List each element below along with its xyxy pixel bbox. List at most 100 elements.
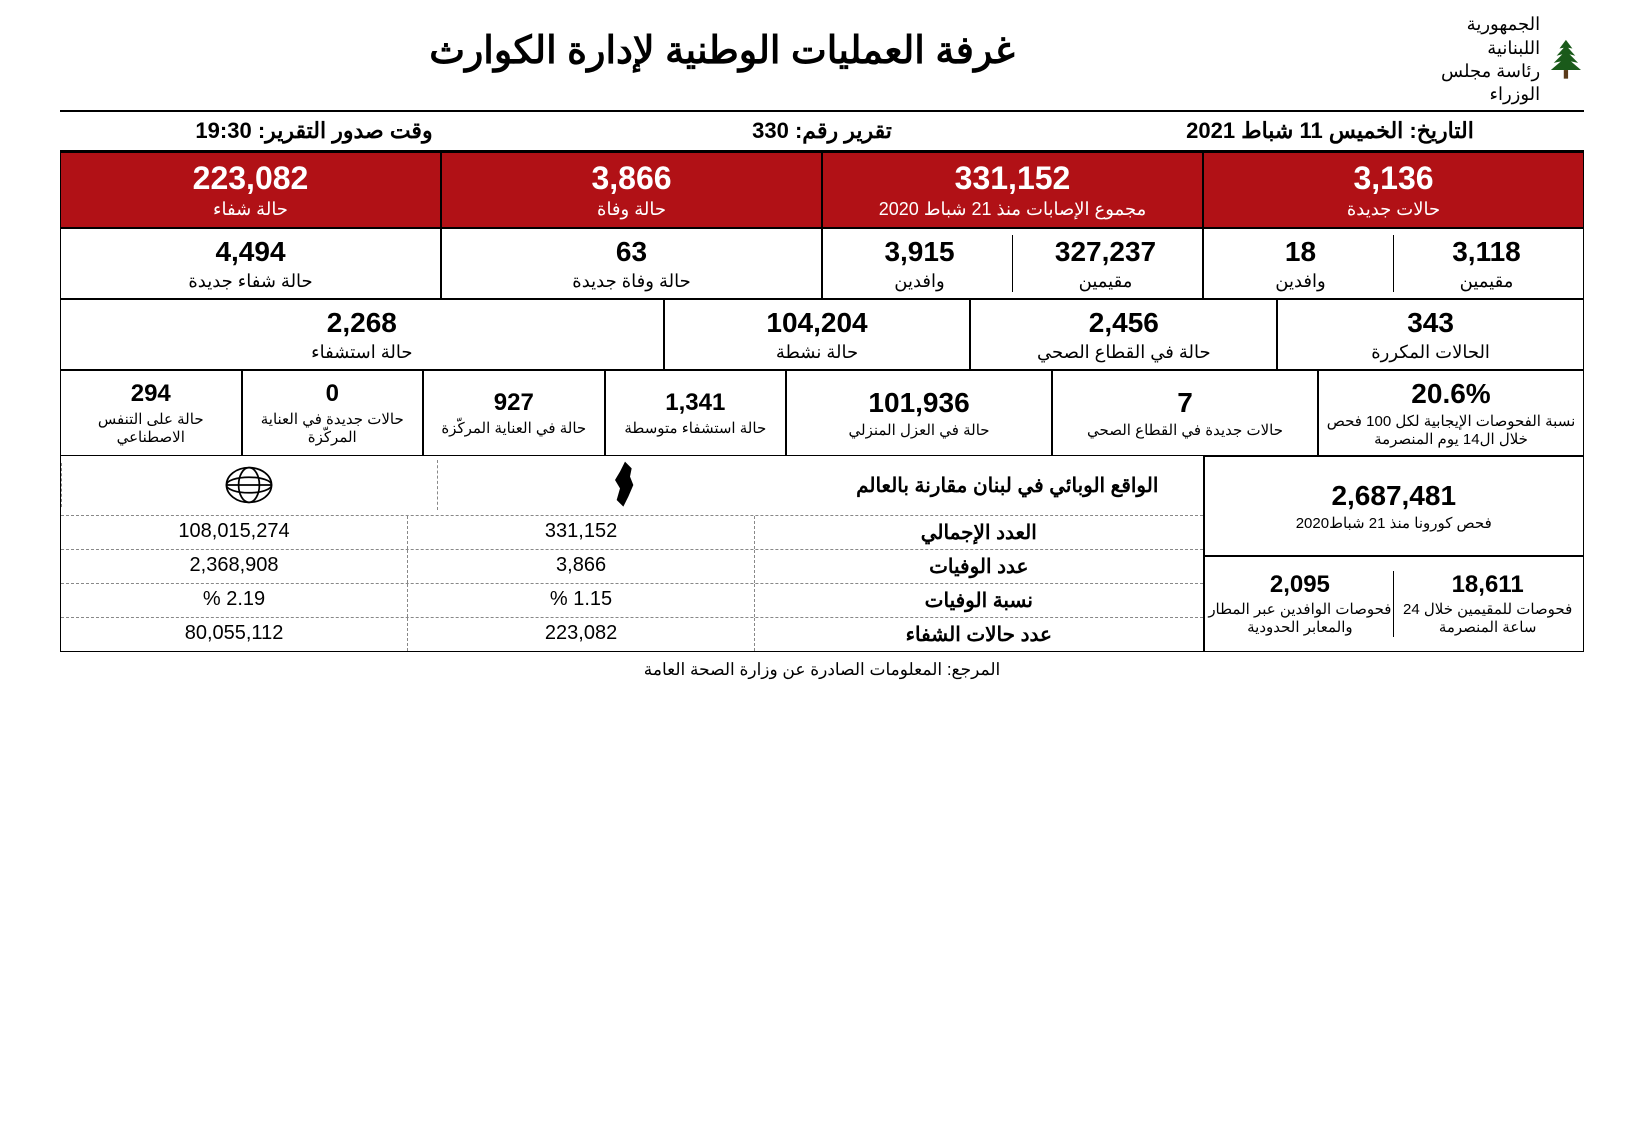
deaths-card: 3,866 حالة وفاة bbox=[441, 152, 822, 228]
world-row-lebanon: 3,866 bbox=[407, 550, 754, 583]
residents-tests-value: 18,611 bbox=[1394, 571, 1581, 600]
total-tests-card: 2,687,481 فحص كورونا منذ 21 شباط2020 bbox=[1204, 456, 1585, 556]
total-arrivals-label: وافدين bbox=[827, 271, 1012, 293]
total-arrivals-value: 3,915 bbox=[827, 235, 1012, 269]
total-cases-card: 331,152 مجموع الإصابات منذ 21 شباط 2020 bbox=[822, 152, 1203, 228]
icu-value: 927 bbox=[428, 389, 600, 418]
new-recovered-label: حالة شفاء جديدة bbox=[65, 271, 436, 293]
deaths-value: 3,866 bbox=[446, 159, 817, 197]
total-residents-value: 327,237 bbox=[1013, 235, 1198, 269]
total-tests-value: 2,687,481 bbox=[1209, 479, 1580, 513]
lebanon-icon-cell bbox=[437, 460, 813, 510]
new-recovered-value: 4,494 bbox=[65, 235, 436, 269]
new-deaths-value: 63 bbox=[446, 235, 817, 269]
arrivals-tests-value: 2,095 bbox=[1207, 571, 1394, 600]
recovered-card: 223,082 حالة شفاء bbox=[60, 152, 441, 228]
world-table-title: الواقع الوبائي في لبنان مقارنة بالعالم bbox=[812, 465, 1203, 506]
report-footer: المرجع: المعلومات الصادرة عن وزارة الصحة… bbox=[60, 660, 1584, 680]
world-table-body: العدد الإجمالي331,152108,015,274عدد الوف… bbox=[61, 516, 1203, 651]
new-icu-label: حالات جديدة في العناية المركّزة bbox=[247, 411, 419, 447]
home-iso-card: 101,936 حالة في العزل المنزلي bbox=[786, 370, 1052, 456]
summary-row-3: 343 الحالات المكررة 2,456 حالة في القطاع… bbox=[60, 299, 1584, 370]
world-table-header: الواقع الوبائي في لبنان مقارنة بالعالم bbox=[61, 456, 1203, 516]
meta-time: وقت صدور التقرير: 19:30 bbox=[60, 112, 568, 150]
new-cases-value: 3,136 bbox=[1208, 159, 1579, 197]
world-row-label: عدد الوفيات bbox=[754, 550, 1202, 583]
new-deaths-card: 63 حالة وفاة جديدة bbox=[441, 228, 822, 299]
gov-line1: الجمهورية اللبنانية bbox=[1414, 13, 1540, 60]
total-cases-label: مجموع الإصابات منذ 21 شباط 2020 bbox=[827, 199, 1198, 221]
report-header: الجمهورية اللبنانية رئاسة مجلس الوزراء غ… bbox=[60, 20, 1584, 100]
ventilator-value: 294 bbox=[65, 380, 237, 409]
repeated-cases-card: 343 الحالات المكررة bbox=[1277, 299, 1584, 370]
world-table-row: عدد الوفيات3,8662,368,908 bbox=[61, 550, 1203, 584]
new-residents-value: 3,118 bbox=[1394, 235, 1579, 269]
total-residents-label: مقيمين bbox=[1013, 271, 1198, 293]
bottom-section: 2,687,481 فحص كورونا منذ 21 شباط2020 18,… bbox=[60, 456, 1584, 652]
world-table-row: العدد الإجمالي331,152108,015,274 bbox=[61, 516, 1203, 550]
residents-tests-label: فحوصات للمقيمين خلال 24 ساعة المنصرمة bbox=[1394, 601, 1581, 637]
new-arrivals-label: وافدين bbox=[1208, 271, 1393, 293]
summary-row-1: 3,136 حالات جديدة 331,152 مجموع الإصابات… bbox=[60, 152, 1584, 228]
health-sector-value: 2,456 bbox=[975, 306, 1272, 340]
home-iso-value: 101,936 bbox=[791, 386, 1047, 420]
world-comparison-table: الواقع الوبائي في لبنان مقارنة بالعالم ا… bbox=[60, 456, 1204, 652]
repeated-label: الحالات المكررة bbox=[1282, 342, 1579, 364]
new-cases-breakdown: 3,118 مقيمين 18 وافدين bbox=[1203, 228, 1584, 299]
new-health-sector-card: 7 حالات جديدة في القطاع الصحي bbox=[1052, 370, 1318, 456]
health-sector-card: 2,456 حالة في القطاع الصحي bbox=[970, 299, 1277, 370]
hospitalized-value: 2,268 bbox=[65, 306, 659, 340]
new-icu-value: 0 bbox=[247, 380, 419, 409]
ventilator-label: حالة على التنفس الاصطناعي bbox=[65, 411, 237, 447]
new-health-sector-value: 7 bbox=[1057, 386, 1313, 420]
gov-line2: رئاسة مجلس الوزراء bbox=[1414, 60, 1540, 107]
new-cases-label: حالات جديدة bbox=[1208, 199, 1579, 221]
lebanon-map-icon bbox=[605, 460, 645, 510]
health-sector-label: حالة في القطاع الصحي bbox=[975, 342, 1272, 364]
ventilator-card: 294 حالة على التنفس الاصطناعي bbox=[60, 370, 242, 456]
new-cases-card: 3,136 حالات جديدة bbox=[1203, 152, 1584, 228]
gov-logo: الجمهورية اللبنانية رئاسة مجلس الوزراء bbox=[1414, 20, 1584, 100]
world-table-row: عدد حالات الشفاء223,08280,055,112 bbox=[61, 618, 1203, 651]
arrivals-tests-label: فحوصات الوافدين عبر المطار والمعابر الحد… bbox=[1207, 601, 1394, 637]
recovered-label: حالة شفاء bbox=[65, 199, 436, 221]
world-row-world: 108,015,274 bbox=[61, 516, 407, 549]
world-row-world: 2,368,908 bbox=[61, 550, 407, 583]
active-cases-label: حالة نشطة bbox=[669, 342, 966, 364]
cedar-icon bbox=[1548, 35, 1584, 85]
new-arrivals-value: 18 bbox=[1208, 235, 1393, 269]
moderate-card: 1,341 حالة استشفاء متوسطة bbox=[605, 370, 787, 456]
world-row-label: عدد حالات الشفاء bbox=[754, 618, 1202, 651]
summary-row-4: 20.6% نسبة الفحوصات الإيجابية لكل 100 فح… bbox=[60, 370, 1584, 456]
hospitalized-label: حالة استشفاء bbox=[65, 342, 659, 364]
active-cases-card: 104,204 حالة نشطة bbox=[664, 299, 971, 370]
recovered-value: 223,082 bbox=[65, 159, 436, 197]
world-row-lebanon: 223,082 bbox=[407, 618, 754, 651]
positivity-label: نسبة الفحوصات الإيجابية لكل 100 فحص خلال… bbox=[1323, 413, 1579, 449]
hospitalized-card: 2,268 حالة استشفاء bbox=[60, 299, 664, 370]
total-cases-breakdown: 327,237 مقيمين 3,915 وافدين bbox=[822, 228, 1203, 299]
moderate-label: حالة استشفاء متوسطة bbox=[610, 420, 782, 438]
new-deaths-label: حالة وفاة جديدة bbox=[446, 271, 817, 293]
globe-icon-cell bbox=[61, 463, 437, 507]
deaths-label: حالة وفاة bbox=[446, 199, 817, 221]
new-health-sector-label: حالات جديدة في القطاع الصحي bbox=[1057, 422, 1313, 440]
world-row-lebanon: 331,152 bbox=[407, 516, 754, 549]
icu-label: حالة في العناية المركّزة bbox=[428, 420, 600, 438]
positivity-card: 20.6% نسبة الفحوصات الإيجابية لكل 100 فح… bbox=[1318, 370, 1584, 456]
world-row-world: 2.19 % bbox=[61, 584, 407, 617]
daily-tests-card: 18,611 فحوصات للمقيمين خلال 24 ساعة المن… bbox=[1204, 556, 1585, 652]
new-residents-label: مقيمين bbox=[1394, 271, 1579, 293]
report-meta: التاريخ: الخميس 11 شباط 2021 تقرير رقم: … bbox=[60, 110, 1584, 152]
new-icu-card: 0 حالات جديدة في العناية المركّزة bbox=[242, 370, 424, 456]
world-row-lebanon: 1.15 % bbox=[407, 584, 754, 617]
world-row-label: العدد الإجمالي bbox=[754, 516, 1202, 549]
summary-row-2: 3,118 مقيمين 18 وافدين 327,237 مقيمين 3,… bbox=[60, 228, 1584, 299]
meta-date: التاريخ: الخميس 11 شباط 2021 bbox=[1076, 112, 1584, 150]
total-cases-value: 331,152 bbox=[827, 159, 1198, 197]
active-cases-value: 104,204 bbox=[669, 306, 966, 340]
world-row-world: 80,055,112 bbox=[61, 618, 407, 651]
icu-card: 927 حالة في العناية المركّزة bbox=[423, 370, 605, 456]
new-recovered-card: 4,494 حالة شفاء جديدة bbox=[60, 228, 441, 299]
world-row-label: نسبة الوفيات bbox=[754, 584, 1202, 617]
